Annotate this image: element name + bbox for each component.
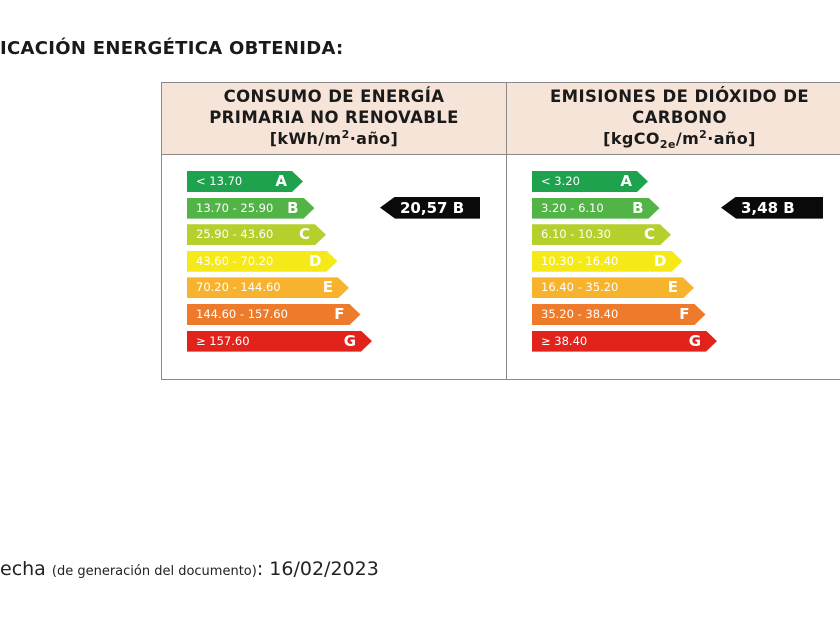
- date-label: echa: [0, 558, 46, 580]
- consumo-rating-indicator: 20,57 B: [380, 196, 480, 219]
- consumo-bar-range: 70.20 - 144.60: [196, 280, 281, 295]
- emisiones-bar-f: 35.20 - 38.40 F: [532, 304, 706, 325]
- consumo-bar-e: 70.20 - 144.60 E: [187, 277, 349, 298]
- emisiones-unit-mid: /m: [675, 129, 700, 148]
- consumo-bar-g: ≥ 157.60 G: [187, 331, 372, 352]
- emisiones-bar-e: 16.40 - 35.20 E: [532, 277, 694, 298]
- emisiones-bar-a: < 3.20 A: [532, 171, 648, 192]
- emisiones-rating-letter: B: [783, 198, 795, 217]
- emisiones-bar-b: 3.20 - 6.10 B: [532, 198, 660, 219]
- emisiones-title-line1: EMISIONES DE DIÓXIDO DE: [549, 87, 810, 106]
- consumo-bar-letter: B: [287, 198, 299, 217]
- consumo-bar-letter: E: [322, 278, 333, 297]
- consumo-bar-d: 43.60 - 70.20 D: [187, 251, 338, 272]
- consumo-bar-range: 43.60 - 70.20: [196, 253, 274, 268]
- document-date: 16/02/2023: [269, 558, 379, 580]
- emisiones-bar-g: ≥ 38.40 G: [532, 331, 717, 352]
- emisiones-rating-indicator: 3,48 B: [721, 196, 823, 219]
- emisiones-bar-range: < 3.20: [541, 174, 580, 188]
- consumo-title-line2: PRIMARIA NO RENOVABLE: [209, 108, 459, 127]
- emisiones-scale: < 3.20 A 3.20 - 6.10 B 6.10 - 10.30 C 10.30 - …: [532, 171, 717, 357]
- emisiones-bar-range: 35.20 - 38.40: [541, 306, 619, 321]
- consumo-title-line1: CONSUMO DE ENERGÍA: [223, 87, 445, 106]
- emisiones-bar-letter: B: [632, 198, 644, 217]
- emisiones-bar-letter: F: [679, 304, 690, 323]
- consumo-column: CONSUMO DE ENERGÍA PRIMARIA NO RENOVABLE…: [162, 83, 507, 379]
- consumo-bar-b: 13.70 - 25.90 B: [187, 198, 315, 219]
- emisiones-bar-c: 6.10 - 10.30 C: [532, 224, 671, 245]
- consumo-bar-f: 144.60 - 157.60 F: [187, 304, 361, 325]
- emisiones-bar-range: ≥ 38.40: [541, 333, 588, 348]
- emisiones-bar-range: 6.10 - 10.30: [541, 227, 611, 242]
- consumo-unit-prefix: [kWh/m: [269, 129, 342, 148]
- emisiones-bar-range: 16.40 - 35.20: [541, 280, 619, 295]
- emisiones-rating-value: 3,48: [741, 198, 779, 217]
- consumo-bar-range: < 13.70: [196, 174, 243, 188]
- consumo-header: CONSUMO DE ENERGÍA PRIMARIA NO RENOVABLE…: [162, 83, 506, 155]
- emisiones-header: EMISIONES DE DIÓXIDO DE CARBONO [kgCO2e/…: [507, 83, 840, 155]
- date-colon: :: [256, 558, 264, 580]
- energy-rating-table: CONSUMO DE ENERGÍA PRIMARIA NO RENOVABLE…: [161, 82, 840, 380]
- emisiones-unit-suffix: ·año]: [707, 129, 756, 148]
- consumo-bar-letter: D: [309, 251, 322, 270]
- emisiones-bar-letter: C: [643, 225, 655, 244]
- section-heading: ICACIÓN ENERGÉTICA OBTENIDA:: [0, 38, 344, 59]
- consumo-bar-a: < 13.70 A: [187, 171, 303, 192]
- emisiones-bar-letter: D: [654, 251, 667, 270]
- consumo-bar-range: 144.60 - 157.60: [196, 306, 288, 321]
- emisiones-unit-prefix: [kgCO: [603, 129, 660, 148]
- consumo-bar-letter: F: [334, 304, 345, 323]
- document-date-line: echa (de generación del documento): 16/0…: [0, 558, 379, 580]
- emisiones-unit-sub: 2e: [659, 138, 676, 151]
- emisiones-bar-letter: G: [688, 331, 701, 350]
- consumo-unit: [kWh/m2·año]: [162, 128, 506, 149]
- consumo-rating-letter: B: [452, 198, 465, 217]
- emisiones-bar-letter: E: [667, 278, 678, 297]
- emisiones-bar-d: 10.30 - 16.40 D: [532, 251, 683, 272]
- emisiones-bar-range: 10.30 - 16.40: [541, 253, 619, 268]
- consumo-bar-range: 25.90 - 43.60: [196, 227, 274, 242]
- emisiones-bar-range: 3.20 - 6.10: [541, 200, 604, 215]
- consumo-scale: < 13.70 A 13.70 - 25.90 B 25.90 - 43.60 C 43.6…: [187, 171, 372, 357]
- consumo-bar-range: 13.70 - 25.90: [196, 200, 274, 215]
- emisiones-title-line2: CARBONO: [632, 108, 727, 127]
- consumo-bar-letter: G: [343, 331, 356, 350]
- emisiones-bar-letter: A: [620, 172, 632, 190]
- date-note: (de generación del documento): [51, 564, 257, 579]
- emisiones-column: EMISIONES DE DIÓXIDO DE CARBONO [kgCO2e/…: [507, 83, 840, 379]
- consumo-rating-value: 20,57: [400, 198, 448, 217]
- consumo-unit-sup: 2: [341, 128, 350, 141]
- consumo-bar-letter: A: [275, 172, 287, 190]
- emisiones-unit-sup: 2: [699, 128, 708, 141]
- consumo-bar-letter: C: [298, 225, 310, 244]
- consumo-bar-c: 25.90 - 43.60 C: [187, 224, 326, 245]
- emisiones-unit: [kgCO2e/m2·año]: [507, 128, 840, 151]
- consumo-unit-suffix: ·año]: [349, 129, 399, 148]
- consumo-bar-range: ≥ 157.60: [196, 333, 250, 348]
